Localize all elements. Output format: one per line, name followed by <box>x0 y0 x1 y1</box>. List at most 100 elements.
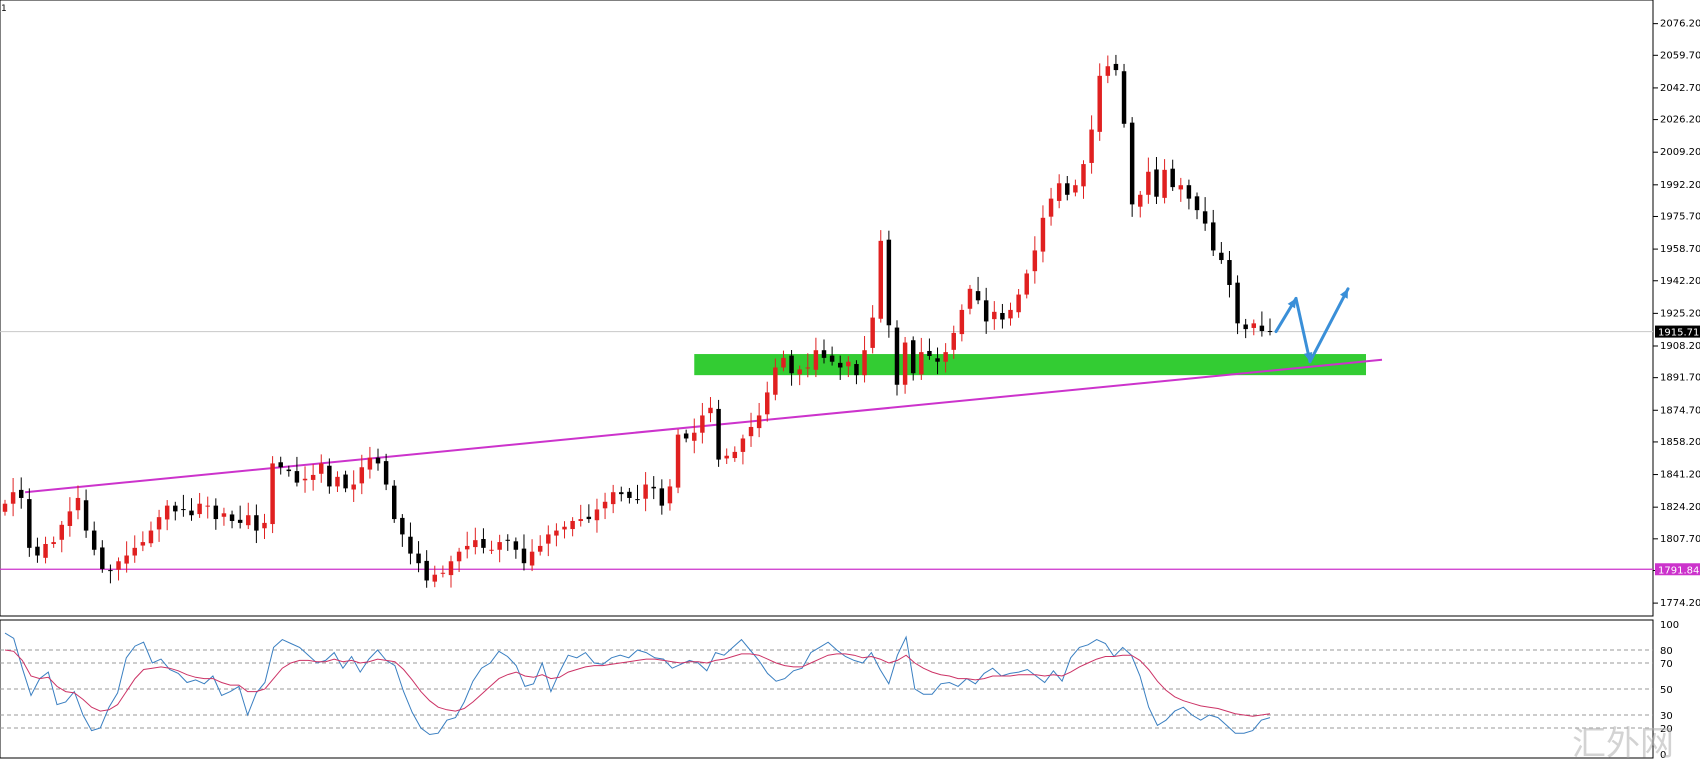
candle-body <box>505 539 510 541</box>
candle-body <box>229 514 235 521</box>
rsi-fast-line <box>4 632 1271 736</box>
rsi-tick-label: 100 <box>1660 620 1679 631</box>
candle-body <box>943 352 948 362</box>
candle-body <box>635 499 640 501</box>
candle-body <box>651 486 656 489</box>
candle-body <box>854 364 859 376</box>
candle-body <box>173 505 178 512</box>
candle-body <box>375 457 381 464</box>
price-tick-label: 1975.70 <box>1660 211 1700 222</box>
candle-body <box>35 546 40 556</box>
candle-body <box>1146 171 1151 195</box>
candle-body <box>343 474 348 489</box>
candle-body <box>108 570 113 572</box>
candle-body <box>627 491 632 498</box>
candle-body <box>156 517 162 530</box>
price-tick-label: 1824.20 <box>1660 502 1700 513</box>
candle-body <box>619 492 624 495</box>
candle-body <box>1105 66 1111 76</box>
price-tick-label: 1958.70 <box>1660 244 1700 255</box>
candle-body <box>408 536 413 554</box>
candle-body <box>448 561 454 576</box>
candle-body <box>1243 324 1248 330</box>
candle-body <box>132 547 137 556</box>
rsi-tick-label: 50 <box>1660 685 1673 696</box>
candle-body <box>197 503 202 515</box>
candle-body <box>1000 312 1005 320</box>
rsi-tick-label: 70 <box>1660 659 1673 670</box>
candle-body <box>270 463 275 525</box>
candle-body <box>870 317 875 348</box>
candle-body <box>643 484 648 499</box>
candle-body <box>181 509 186 511</box>
candle-body <box>1081 164 1086 187</box>
candle-body <box>1154 169 1159 197</box>
price-tick-label: 1858.20 <box>1660 437 1700 448</box>
candle-body <box>237 519 243 523</box>
candle-body <box>1235 282 1240 324</box>
candle-body <box>302 478 308 481</box>
candle-body <box>140 542 146 546</box>
candle-body <box>319 463 324 474</box>
candle-body <box>1065 183 1070 195</box>
candle-body <box>351 484 356 490</box>
candle-body <box>1073 185 1078 193</box>
candle-body <box>756 415 762 429</box>
candle-body <box>75 497 81 511</box>
candle-body <box>1251 323 1257 328</box>
candle-body <box>837 362 843 368</box>
candle-body <box>1162 169 1167 198</box>
candle-body <box>683 433 689 439</box>
candle-body <box>521 548 527 564</box>
candle-body <box>919 352 924 375</box>
candle-body <box>1178 185 1184 190</box>
candle-body <box>578 519 583 521</box>
candle-body <box>294 471 300 483</box>
price-axis: 2076.20 2059.70 2042.70 2026.20 2009.20 1992.… <box>1653 19 1700 609</box>
candle-body <box>781 357 786 368</box>
candle-body <box>773 367 778 395</box>
candle-body <box>529 551 535 566</box>
candle-body <box>286 469 292 472</box>
candle-body <box>400 517 405 535</box>
candle-body <box>1170 168 1175 188</box>
candle-body <box>278 462 283 468</box>
projection-arrow <box>1308 287 1350 364</box>
candle-body <box>1008 309 1013 319</box>
candle-body <box>481 539 486 548</box>
candle-body <box>1267 331 1273 333</box>
candle-body <box>716 408 721 460</box>
price-panel <box>0 54 1653 588</box>
candle-body <box>27 499 32 548</box>
candle-body <box>189 510 194 516</box>
candle-body <box>983 300 989 322</box>
candle-body <box>67 511 73 526</box>
price-tick-label: 1992.20 <box>1660 180 1700 191</box>
candle-body <box>116 561 121 570</box>
candle-body <box>1211 222 1216 251</box>
rsi-axis: 100 80 70 50 30 20 0 <box>1660 620 1679 761</box>
candle-body <box>546 534 551 544</box>
candle-body <box>164 505 170 520</box>
candle-body <box>432 574 438 582</box>
rsi-tick-label: 20 <box>1660 724 1673 735</box>
candle-body <box>748 426 754 437</box>
candle-body <box>1097 75 1102 132</box>
candle-body <box>221 513 227 517</box>
candle-body <box>2 503 8 512</box>
candle-body <box>1129 122 1135 205</box>
candle-body <box>43 544 48 558</box>
candle-body <box>659 488 665 506</box>
candle-body <box>562 526 567 530</box>
candle-body <box>1056 183 1062 201</box>
candle-body <box>1113 63 1119 71</box>
candle-body <box>602 501 608 509</box>
candle-body <box>424 560 429 581</box>
rsi-tick-label: 80 <box>1660 646 1673 657</box>
candle-body <box>700 415 705 433</box>
candle-body <box>692 432 697 441</box>
price-tick-label: 1942.20 <box>1660 276 1700 287</box>
candle-body <box>392 485 397 520</box>
candle-body <box>975 291 981 301</box>
candle-body <box>59 524 64 540</box>
